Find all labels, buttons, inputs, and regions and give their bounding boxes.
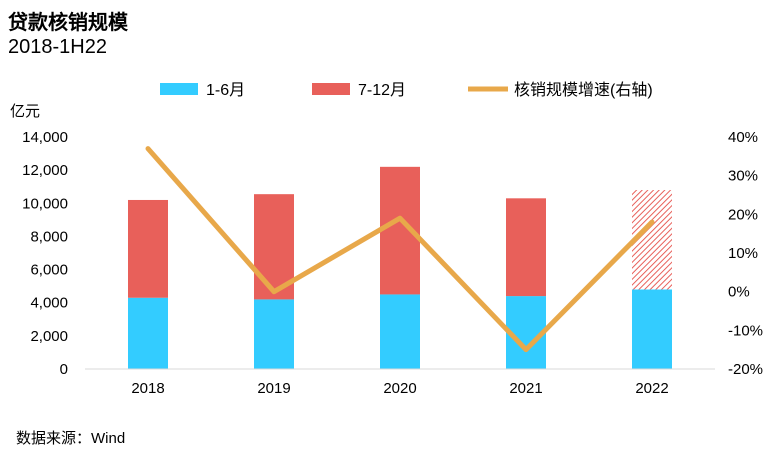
- legend-label: 1-6月: [206, 82, 245, 99]
- left-tick-label: 4,000: [30, 295, 68, 312]
- x-tick-label: 2018: [131, 380, 164, 397]
- growth-point: [524, 348, 528, 352]
- growth-point: [272, 290, 276, 294]
- legend-swatch: [160, 83, 198, 95]
- chart-title: 贷款核销规模: [8, 12, 128, 34]
- left-tick-label: 6,000: [30, 262, 68, 279]
- left-tick-label: 8,000: [30, 228, 68, 245]
- chart-legend: 1-6月 7-12月 核销规模增速(右轴): [160, 81, 653, 99]
- bar-h2: [506, 198, 546, 297]
- left-tick-label: 2,000: [30, 328, 68, 345]
- legend-label: 核销规模增速(右轴): [514, 81, 653, 99]
- growth-point: [146, 147, 150, 151]
- right-tick-label: -20%: [728, 361, 763, 378]
- left-tick-label: 10,000: [22, 195, 68, 212]
- right-tick-label: 10%: [728, 245, 758, 262]
- bar-h1: [380, 294, 420, 369]
- bar-h2: [128, 199, 168, 298]
- chart-subtitle: 2018-1H22: [8, 36, 107, 58]
- growth-line-group: [145, 146, 655, 353]
- right-axis: -20% -10% 0% 10% 20% 30% 40%: [728, 129, 763, 378]
- bars-group: [128, 166, 672, 369]
- x-axis: 2018 2019 2020 2021 2022: [85, 368, 715, 397]
- right-tick-label: -10%: [728, 322, 763, 339]
- bar-h1: [128, 297, 168, 369]
- x-tick-label: 2021: [509, 380, 542, 397]
- left-axis: 亿元 0 2,000 4,000 6,000 8,000 10,000 12,000 14,00…: [10, 103, 68, 378]
- left-tick-label: 0: [60, 361, 68, 378]
- growth-point: [398, 216, 402, 220]
- right-tick-label: 30%: [728, 168, 758, 185]
- right-tick-label: 40%: [728, 129, 758, 146]
- x-tick-label: 2019: [257, 380, 290, 397]
- bar-h2-estimate: [632, 190, 672, 290]
- bar-h1: [632, 289, 672, 369]
- left-tick-label: 14,000: [22, 129, 68, 146]
- right-tick-label: 20%: [728, 206, 758, 223]
- x-tick-label: 2020: [383, 380, 416, 397]
- source-note: 数据来源：Wind: [16, 430, 126, 447]
- left-axis-unit: 亿元: [10, 103, 40, 120]
- bar-h1: [254, 299, 294, 369]
- legend-label: 7-12月: [358, 82, 406, 99]
- x-tick-label: 2022: [635, 380, 668, 397]
- legend-swatch: [312, 83, 350, 95]
- growth-point: [650, 220, 654, 224]
- right-tick-label: 0%: [728, 284, 750, 301]
- left-tick-label: 12,000: [22, 162, 68, 179]
